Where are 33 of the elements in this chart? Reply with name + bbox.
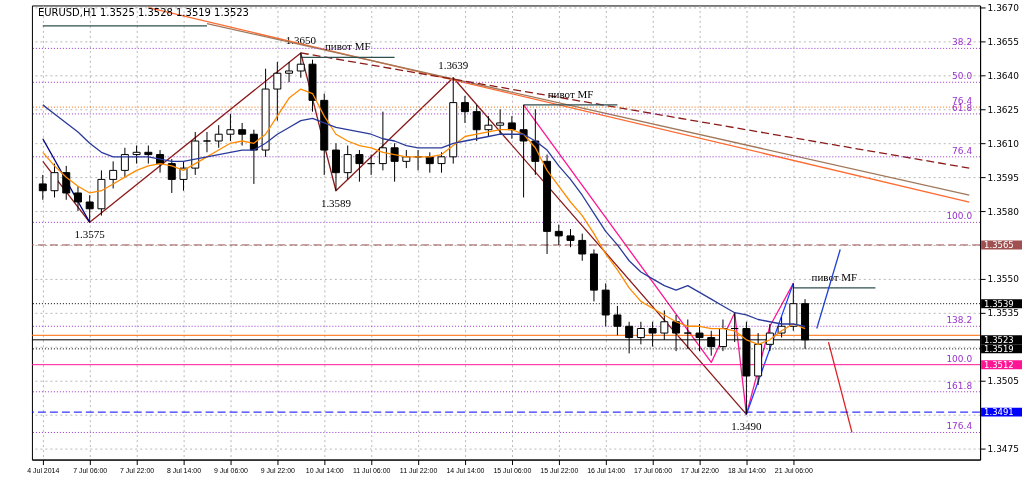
- ref-line-label: 1.3519: [984, 343, 1014, 354]
- ref-line-label: 1.3539: [984, 298, 1014, 309]
- y-tick-label: 1.3475: [987, 443, 1019, 454]
- data-label: 1.3490: [731, 420, 763, 433]
- chart-title: EURUSD,H1 1.3525 1.3528 1.3519 1.3523: [37, 7, 249, 19]
- annotation: 100.0: [946, 211, 973, 222]
- y-tick-label: 1.3535: [987, 308, 1019, 319]
- annotation: 76.4: [952, 145, 973, 156]
- y-tick-label: 1.3655: [987, 37, 1019, 48]
- y-tick-label: 1.3550: [987, 274, 1020, 285]
- y-tick-label: 1.3595: [987, 172, 1019, 183]
- series-label: пивот MF: [324, 40, 371, 53]
- ref-line-label: 1.3491: [984, 407, 1014, 418]
- ref-line-label: 1.3565: [984, 239, 1014, 250]
- annotation: 176.4: [946, 421, 973, 432]
- ref-line-label: 1.3512: [984, 359, 1014, 370]
- data-label: 1.3639: [438, 58, 469, 71]
- ref-line-label: 1.3523: [984, 334, 1014, 345]
- series-label: пивот MF: [547, 87, 594, 100]
- annotation: 100.0: [946, 353, 973, 364]
- data-label: 1.3650: [285, 33, 317, 46]
- y-tick-label: 1.3625: [987, 104, 1019, 115]
- annotation: 38.2: [952, 37, 973, 48]
- y-tick-label: 1.3610: [987, 138, 1020, 149]
- y-tick-label: 1.3640: [987, 70, 1020, 81]
- annotation: 161.8: [946, 380, 973, 391]
- data-label: 1.3575: [74, 228, 106, 241]
- y-tick-label: 1.3505: [987, 375, 1019, 386]
- data-label: 1.3589: [320, 196, 352, 209]
- y-tick-label: 1.3580: [987, 206, 1020, 217]
- y-tick-label: 1.3670: [987, 3, 1020, 14]
- annotation: 138.2: [946, 315, 973, 326]
- annotation: 50.0: [952, 71, 973, 82]
